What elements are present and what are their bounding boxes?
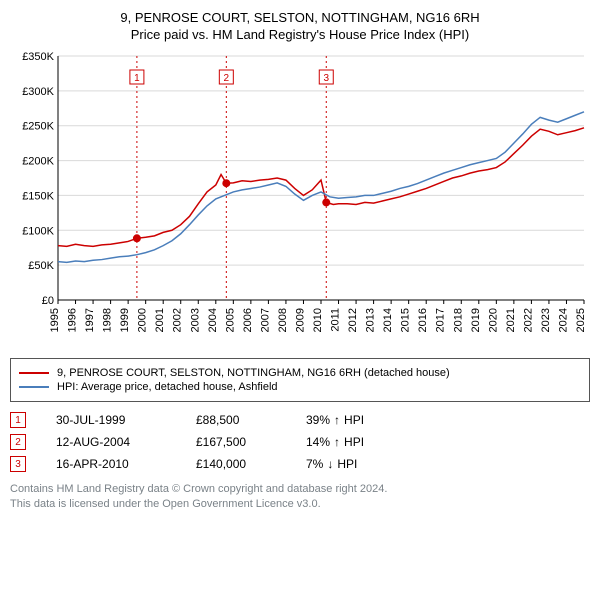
transaction-diff: 7% ↓ HPI: [306, 457, 357, 471]
arrow-down-icon: ↓: [327, 457, 333, 471]
svg-text:2023: 2023: [540, 308, 552, 332]
transaction-row: 2 12-AUG-2004 £167,500 14% ↑ HPI: [10, 434, 590, 450]
svg-text:2020: 2020: [487, 308, 499, 332]
transaction-price: £88,500: [196, 413, 306, 427]
diff-percent: 7%: [306, 457, 323, 471]
svg-text:£250K: £250K: [22, 121, 54, 133]
legend-row: 9, PENROSE COURT, SELSTON, NOTTINGHAM, N…: [19, 367, 581, 379]
svg-text:£50K: £50K: [28, 260, 54, 272]
svg-text:£200K: £200K: [22, 156, 54, 168]
svg-text:2013: 2013: [365, 308, 377, 332]
svg-text:£300K: £300K: [22, 86, 54, 98]
svg-text:1998: 1998: [102, 308, 114, 332]
svg-text:2006: 2006: [242, 308, 254, 332]
transaction-row: 1 30-JUL-1999 £88,500 39% ↑ HPI: [10, 412, 590, 428]
transaction-index-badge: 2: [10, 434, 26, 450]
svg-text:1995: 1995: [49, 308, 61, 332]
svg-text:2007: 2007: [259, 308, 271, 332]
diff-suffix: HPI: [344, 413, 364, 427]
transaction-date: 12-AUG-2004: [56, 435, 196, 449]
transaction-table: 1 30-JUL-1999 £88,500 39% ↑ HPI 2 12-AUG…: [10, 412, 590, 472]
svg-text:2021: 2021: [505, 308, 517, 332]
svg-text:2019: 2019: [470, 308, 482, 332]
svg-text:£150K: £150K: [22, 190, 54, 202]
svg-text:1996: 1996: [67, 308, 79, 332]
svg-text:2004: 2004: [207, 308, 219, 332]
chart-title-line1: 9, PENROSE COURT, SELSTON, NOTTINGHAM, N…: [10, 10, 590, 25]
footer-line2: This data is licensed under the Open Gov…: [10, 497, 590, 512]
svg-text:2018: 2018: [452, 308, 464, 332]
svg-text:2024: 2024: [557, 308, 569, 332]
diff-percent: 14%: [306, 435, 330, 449]
svg-text:2012: 2012: [347, 308, 359, 332]
transaction-price: £140,000: [196, 457, 306, 471]
svg-text:£350K: £350K: [22, 51, 54, 63]
transaction-diff: 14% ↑ HPI: [306, 435, 364, 449]
svg-text:1: 1: [134, 73, 140, 84]
legend-row: HPI: Average price, detached house, Ashf…: [19, 381, 581, 393]
svg-text:2000: 2000: [137, 308, 149, 332]
transaction-diff: 39% ↑ HPI: [306, 413, 364, 427]
transaction-index-badge: 3: [10, 456, 26, 472]
svg-text:2022: 2022: [522, 308, 534, 332]
svg-text:2016: 2016: [417, 308, 429, 332]
transaction-date: 16-APR-2010: [56, 457, 196, 471]
svg-text:2001: 2001: [154, 308, 166, 332]
svg-text:£100K: £100K: [22, 225, 54, 237]
svg-text:£0: £0: [42, 295, 54, 307]
price-chart: £0 £50K £100K £150K £200K £250K £300K £350K 1995…: [10, 50, 590, 350]
legend-swatch: [19, 386, 49, 388]
svg-text:1997: 1997: [84, 308, 96, 332]
svg-text:2: 2: [224, 73, 230, 84]
transaction-price: £167,500: [196, 435, 306, 449]
svg-text:2009: 2009: [294, 308, 306, 332]
footer-attribution: Contains HM Land Registry data © Crown c…: [10, 482, 590, 513]
svg-text:2002: 2002: [172, 308, 184, 332]
chart-title-block: 9, PENROSE COURT, SELSTON, NOTTINGHAM, N…: [10, 10, 590, 42]
svg-text:1999: 1999: [119, 308, 131, 332]
legend-box: 9, PENROSE COURT, SELSTON, NOTTINGHAM, N…: [10, 358, 590, 402]
svg-text:2005: 2005: [224, 308, 236, 332]
arrow-up-icon: ↑: [334, 435, 340, 449]
diff-suffix: HPI: [344, 435, 364, 449]
chart-title-line2: Price paid vs. HM Land Registry's House …: [10, 27, 590, 42]
chart-container: £0 £50K £100K £150K £200K £250K £300K £350K 1995…: [10, 50, 590, 350]
svg-text:2025: 2025: [575, 308, 587, 332]
arrow-up-icon: ↑: [334, 413, 340, 427]
svg-text:3: 3: [323, 73, 329, 84]
svg-text:2014: 2014: [382, 308, 394, 332]
diff-suffix: HPI: [337, 457, 357, 471]
transaction-index-badge: 1: [10, 412, 26, 428]
svg-text:2003: 2003: [189, 308, 201, 332]
svg-text:2010: 2010: [312, 308, 324, 332]
footer-line1: Contains HM Land Registry data © Crown c…: [10, 482, 590, 497]
diff-percent: 39%: [306, 413, 330, 427]
svg-text:2008: 2008: [277, 308, 289, 332]
legend-label: HPI: Average price, detached house, Ashf…: [57, 381, 278, 393]
transaction-row: 3 16-APR-2010 £140,000 7% ↓ HPI: [10, 456, 590, 472]
legend-label: 9, PENROSE COURT, SELSTON, NOTTINGHAM, N…: [57, 367, 450, 379]
svg-text:2011: 2011: [330, 308, 342, 332]
svg-text:2017: 2017: [435, 308, 447, 332]
svg-text:2015: 2015: [400, 308, 412, 332]
transaction-date: 30-JUL-1999: [56, 413, 196, 427]
legend-swatch: [19, 372, 49, 374]
